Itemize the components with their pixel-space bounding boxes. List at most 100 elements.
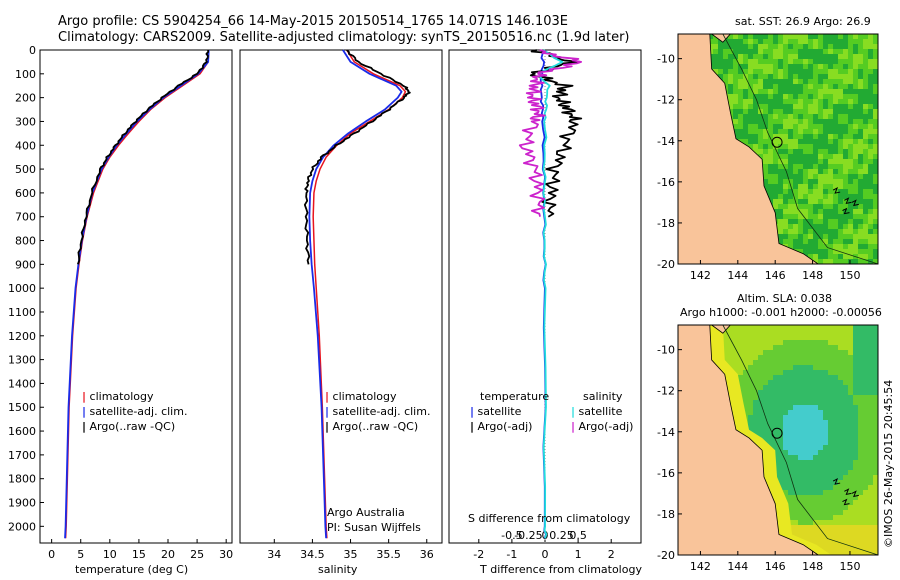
map-cell bbox=[838, 179, 843, 184]
map-cell bbox=[868, 214, 873, 219]
map-cell bbox=[738, 79, 743, 84]
map-cell bbox=[823, 144, 828, 149]
map-x-tick-label: 148 bbox=[802, 269, 823, 282]
map-cell bbox=[863, 124, 868, 129]
map-cell bbox=[763, 34, 768, 39]
map-cell bbox=[838, 184, 843, 189]
map-cell bbox=[768, 139, 773, 144]
map-cell bbox=[813, 99, 818, 104]
map-cell bbox=[848, 164, 853, 169]
map-cell bbox=[738, 350, 743, 355]
map-cell bbox=[848, 330, 853, 335]
map-cell bbox=[763, 400, 768, 405]
map-cell bbox=[803, 335, 808, 340]
map-cell bbox=[778, 199, 783, 204]
map-cell bbox=[803, 365, 808, 370]
map-cell bbox=[728, 335, 733, 340]
map-cell bbox=[823, 510, 828, 515]
map-cell bbox=[813, 360, 818, 365]
map-cell bbox=[813, 395, 818, 400]
map-cell bbox=[773, 340, 778, 345]
map-cell bbox=[853, 375, 858, 380]
map-cell bbox=[798, 244, 803, 249]
map-cell bbox=[763, 144, 768, 149]
map-cell bbox=[833, 129, 838, 134]
map-cell bbox=[863, 99, 868, 104]
map-cell bbox=[778, 450, 783, 455]
map-cell bbox=[798, 109, 803, 114]
map-cell bbox=[833, 54, 838, 59]
series-argo-raw-qc- bbox=[303, 49, 411, 265]
map-cell bbox=[793, 234, 798, 239]
map-cell bbox=[868, 169, 873, 174]
map-cell bbox=[828, 455, 833, 460]
map-cell bbox=[788, 425, 793, 430]
map-cell bbox=[723, 355, 728, 360]
map-cell bbox=[803, 209, 808, 214]
map-cell bbox=[818, 94, 823, 99]
map-cell bbox=[773, 345, 778, 350]
map-cell bbox=[758, 340, 763, 345]
map-cell bbox=[733, 360, 738, 365]
map-cell bbox=[793, 520, 798, 525]
map-cell bbox=[873, 134, 878, 139]
map-cell bbox=[733, 74, 738, 79]
map-cell bbox=[858, 89, 863, 94]
map-cell bbox=[848, 199, 853, 204]
series-satellite-adj-clim- bbox=[308, 49, 403, 539]
map-cell bbox=[873, 174, 878, 179]
map-cell bbox=[833, 380, 838, 385]
map-cell bbox=[818, 69, 823, 74]
map-cell bbox=[813, 169, 818, 174]
map-cell bbox=[868, 254, 873, 259]
map-cell bbox=[803, 109, 808, 114]
map-cell bbox=[863, 400, 868, 405]
map-cell bbox=[758, 79, 763, 84]
map-cell bbox=[783, 345, 788, 350]
map-cell bbox=[738, 345, 743, 350]
diff-legend-temperature-head: temperature bbox=[480, 390, 550, 403]
map-cell bbox=[848, 480, 853, 485]
map-cell bbox=[838, 94, 843, 99]
map-cell bbox=[858, 385, 863, 390]
map-cell bbox=[808, 254, 813, 259]
map-cell bbox=[838, 169, 843, 174]
map-cell bbox=[818, 104, 823, 109]
map-cell bbox=[823, 79, 828, 84]
map-cell bbox=[763, 154, 768, 159]
map-cell bbox=[773, 209, 778, 214]
map-cell bbox=[863, 174, 868, 179]
map-cell bbox=[868, 345, 873, 350]
map-cell bbox=[808, 94, 813, 99]
map-cell bbox=[768, 119, 773, 124]
map-cell bbox=[873, 124, 878, 129]
map-cell bbox=[738, 94, 743, 99]
map-cell bbox=[863, 114, 868, 119]
map-cell bbox=[743, 79, 748, 84]
map-cell bbox=[813, 209, 818, 214]
map-cell bbox=[743, 400, 748, 405]
map-cell bbox=[843, 119, 848, 124]
map-cell bbox=[833, 159, 838, 164]
map-cell bbox=[798, 515, 803, 520]
map-cell bbox=[858, 550, 863, 555]
map-cell bbox=[748, 39, 753, 44]
map-cell bbox=[793, 224, 798, 229]
map-cell bbox=[738, 385, 743, 390]
map-cell bbox=[868, 540, 873, 545]
map-cell bbox=[783, 104, 788, 109]
map-cell bbox=[758, 425, 763, 430]
map-cell bbox=[843, 330, 848, 335]
map-cell bbox=[813, 74, 818, 79]
map-cell bbox=[828, 500, 833, 505]
map-cell bbox=[748, 425, 753, 430]
map-cell bbox=[823, 465, 828, 470]
map-cell bbox=[828, 440, 833, 445]
map-cell bbox=[858, 129, 863, 134]
map-cell bbox=[758, 39, 763, 44]
map-cell bbox=[788, 229, 793, 234]
map-cell bbox=[758, 124, 763, 129]
map-cell bbox=[808, 194, 813, 199]
map-cell bbox=[858, 465, 863, 470]
map-cell bbox=[858, 119, 863, 124]
